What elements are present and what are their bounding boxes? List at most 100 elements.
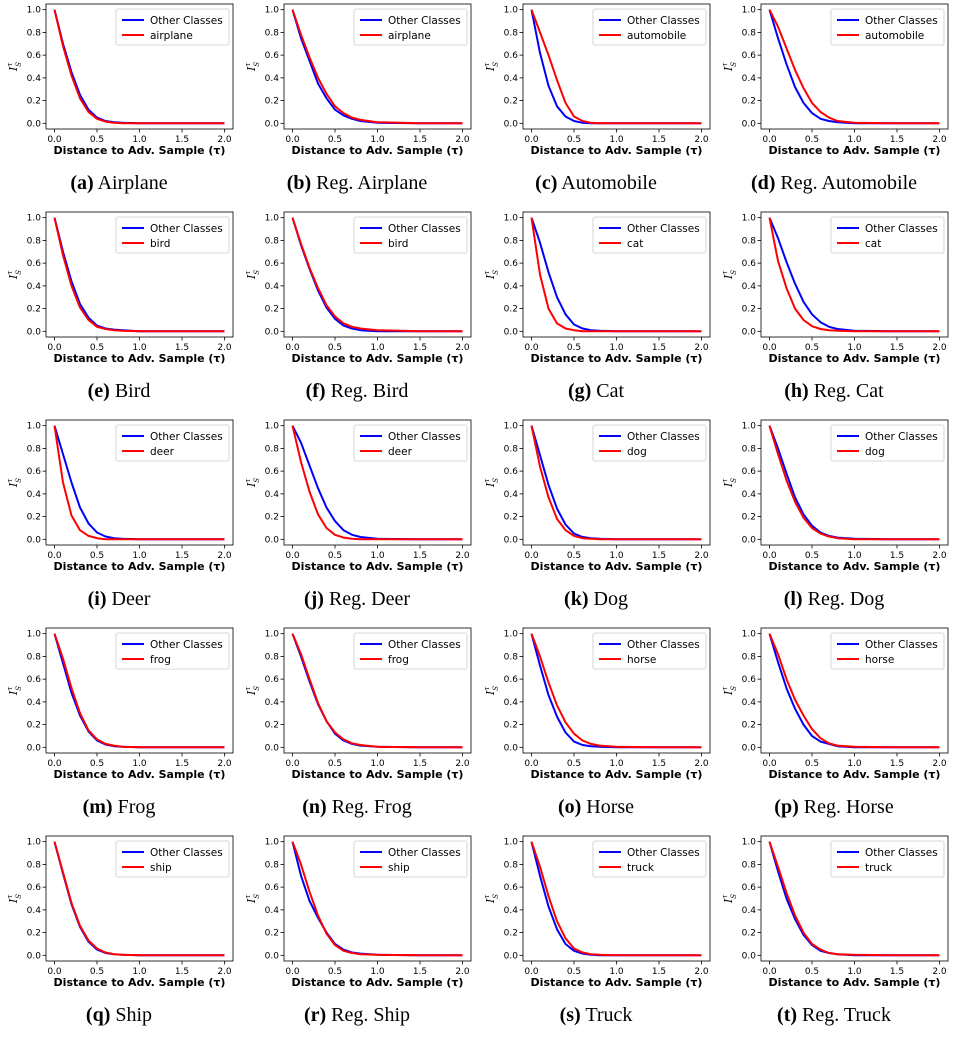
x-tick-label: 2.0 <box>217 135 232 145</box>
x-tick-label: 2.0 <box>694 135 709 145</box>
chart-svg: 0.0 0.5 1.0 1.5 2.00.00.20.40.60.81.0Distanc… <box>244 419 472 573</box>
panel-caption-title: Reg. Horse <box>798 796 894 818</box>
y-tick-label: 0.8 <box>27 236 42 246</box>
y-axis-label: IτS <box>6 478 23 488</box>
legend-entry: Other Classes <box>627 15 700 27</box>
panel-caption-label: (h) <box>784 380 809 402</box>
x-tick-label: 2.0 <box>932 759 947 769</box>
chart-svg: 0.0 0.5 1.0 1.5 2.00.00.20.40.60.81.0Distanc… <box>721 419 949 573</box>
x-tick-label: 0.0 <box>524 343 539 353</box>
y-axis-label: IτS <box>244 894 261 904</box>
y-tick-label: 0.2 <box>265 305 279 315</box>
chart-panel: 0.0 0.5 1.0 1.5 2.0 0.0 0.2 0.4 0.6 0.8 1.0 Distanc… <box>715 624 953 832</box>
x-tick-label: 0.5 <box>567 343 581 353</box>
y-tick-label: 1.0 <box>265 838 280 848</box>
legend-entry: automobile <box>627 30 686 42</box>
chart-svg: 0.0 0.5 1.0 1.5 2.00.00.20.40.60.81.0Distanc… <box>721 211 949 365</box>
y-tick-label: 0.4 <box>742 282 757 292</box>
y-tick-label: 0.0 <box>504 743 519 753</box>
panel-caption: (r) Reg. Ship <box>238 1004 476 1027</box>
chart-panel: 0.0 0.5 1.0 1.5 2.0 0.0 0.2 0.4 0.6 0.8 1.0 Distanc… <box>238 624 476 832</box>
y-axis-label: IτS <box>721 270 738 280</box>
panel-caption-title: Deer <box>106 588 151 610</box>
chart-panel: 0.0 0.5 1.0 1.5 2.0 0.0 0.2 0.4 0.6 0.8 1.0 Distanc… <box>0 624 238 832</box>
series-line <box>291 9 463 125</box>
panel-caption-title: Reg. Airplane <box>311 172 428 194</box>
x-tick-label: 0.5 <box>90 551 104 561</box>
legend-box <box>592 424 707 462</box>
y-tick-label: 0.2 <box>504 305 518 315</box>
panel-caption: (d) Reg. Automobile <box>715 172 953 195</box>
y-tick-label: 0.8 <box>27 860 42 870</box>
legend-entry: Other Classes <box>627 431 700 443</box>
y-tick-label: 0.6 <box>504 51 519 61</box>
y-tick-label: 1.0 <box>27 6 42 16</box>
x-tick-label: 2.0 <box>932 135 947 145</box>
x-tick-label: 0.0 <box>285 551 300 561</box>
y-tick-label: 0.2 <box>27 929 41 939</box>
y-axis-label: IτS <box>721 62 738 72</box>
y-tick-label: 0.6 <box>27 259 42 269</box>
series-line <box>768 217 940 333</box>
y-tick-label: 0.6 <box>265 467 280 477</box>
y-tick-label: 0.8 <box>265 860 280 870</box>
y-axis-label: IτS <box>721 686 738 696</box>
legend-box <box>115 216 230 254</box>
chart-panel: 0.0 0.5 1.0 1.5 2.0 0.0 0.2 0.4 0.6 0.8 1.0 Distanc… <box>477 416 715 624</box>
legend-entry: cat <box>865 238 881 250</box>
x-tick-label: 1.0 <box>847 759 862 769</box>
y-tick-label: 0.0 <box>27 743 42 753</box>
panel-caption: (s) Truck <box>477 1004 715 1027</box>
x-axis-label: Distance to Adv. Sample (τ) <box>769 768 941 781</box>
legend-entry: Other Classes <box>865 639 938 651</box>
y-tick-label: 1.0 <box>265 214 280 224</box>
panel-caption-title: Automobile <box>557 172 657 194</box>
y-tick-label: 0.4 <box>265 74 280 84</box>
x-axis-label: Distance to Adv. Sample (τ) <box>54 976 226 989</box>
y-tick-label: 0.2 <box>265 97 279 107</box>
legend-entry: Other Classes <box>627 223 700 235</box>
legend-entry: horse <box>627 654 656 666</box>
x-tick-label: 1.5 <box>175 343 189 353</box>
y-tick-label: 0.6 <box>27 883 42 893</box>
panel-caption: (q) Ship <box>0 1004 238 1027</box>
x-axis-label: Distance to Adv. Sample (τ) <box>54 352 226 365</box>
y-tick-label: 1.0 <box>504 422 519 432</box>
x-axis-label: Distance to Adv. Sample (τ) <box>292 976 464 989</box>
legend-entry: cat <box>627 238 643 250</box>
x-tick-label: 2.0 <box>694 343 709 353</box>
legend-box <box>115 840 230 878</box>
series-line <box>53 841 225 957</box>
panel-caption-label: (k) <box>564 588 589 610</box>
y-tick-label: 0.2 <box>27 305 41 315</box>
x-tick-label: 1.5 <box>890 135 904 145</box>
x-tick-label: 0.0 <box>762 551 777 561</box>
y-tick-label: 0.4 <box>742 490 757 500</box>
panel-caption-label: (m) <box>82 796 113 818</box>
legend-box <box>353 424 468 462</box>
y-tick-label: 0.6 <box>265 51 280 61</box>
panel-caption-label: (n) <box>302 796 327 818</box>
y-tick-label: 0.8 <box>27 28 42 38</box>
series-line <box>530 217 702 333</box>
chart-svg: 0.0 0.5 1.0 1.5 2.00.00.20.40.60.81.0Distanc… <box>721 3 949 157</box>
panel-caption-label: (q) <box>85 1004 111 1026</box>
chart-panel: 0.0 0.5 1.0 1.5 2.0 0.0 0.2 0.4 0.6 0.8 1.0 Distanc… <box>715 416 953 624</box>
y-tick-label: 0.4 <box>504 698 519 708</box>
y-tick-label: 0.8 <box>742 860 757 870</box>
x-tick-label: 1.5 <box>890 759 904 769</box>
legend-entry: dog <box>627 446 647 458</box>
y-tick-label: 0.6 <box>27 467 42 477</box>
y-tick-label: 1.0 <box>265 422 280 432</box>
chart-svg: 0.0 0.5 1.0 1.5 2.00.00.20.40.60.81.0Distanc… <box>244 627 472 781</box>
panel-caption-title: Airplane <box>93 172 168 194</box>
panel-caption: (g) Cat <box>477 380 715 403</box>
x-tick-label: 2.0 <box>217 759 232 769</box>
x-tick-label: 2.0 <box>694 551 709 561</box>
y-tick-label: 0.8 <box>265 236 280 246</box>
y-tick-label: 0.4 <box>742 74 757 84</box>
legend-entry: Other Classes <box>865 15 938 27</box>
chart-svg: 0.0 0.5 1.0 1.5 2.00.00.20.40.60.81.0Distanc… <box>6 211 234 365</box>
x-tick-label: 2.0 <box>217 967 232 977</box>
y-tick-label: 1.0 <box>504 214 519 224</box>
